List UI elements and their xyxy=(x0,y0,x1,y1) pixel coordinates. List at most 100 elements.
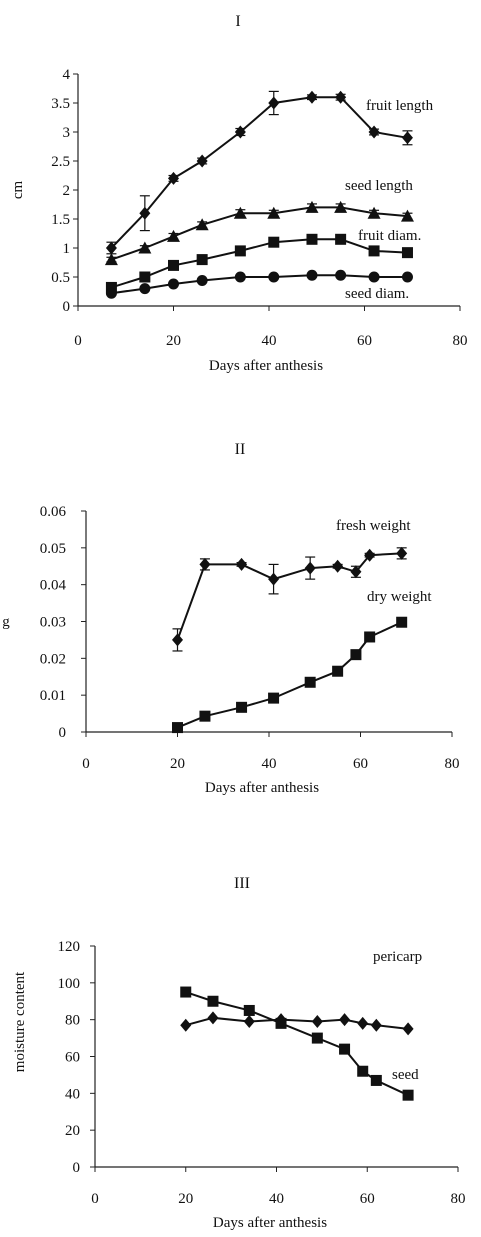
y-tick-label: 60 xyxy=(65,1050,80,1066)
data-point-seed-length xyxy=(104,253,118,266)
data-point-seed-diam xyxy=(368,271,380,283)
data-point-dry-weight xyxy=(364,631,376,643)
data-point-dry-weight xyxy=(199,710,211,722)
y-axis-label: moisture content xyxy=(12,971,28,1072)
x-tick-label: 20 xyxy=(166,333,181,349)
data-point-seed-length xyxy=(267,206,281,219)
panel-ii: II g Days after anthesis fresh weight dr… xyxy=(2,441,459,796)
y-tick-label: 20 xyxy=(65,1123,80,1139)
series-label-seed-length: seed length xyxy=(345,178,413,194)
data-point-fruit-diam xyxy=(139,271,151,283)
x-tick-label: 80 xyxy=(445,756,460,772)
data-point-fresh-weight xyxy=(199,557,211,571)
data-point-dry-weight xyxy=(268,692,280,704)
data-point-pericarp xyxy=(402,1022,414,1036)
data-point-seed-diam xyxy=(105,287,117,299)
data-point-fresh-weight xyxy=(268,572,280,586)
data-point-seed-length xyxy=(305,200,319,213)
data-point-fruit-diam xyxy=(105,281,117,293)
y-tick-label: 0 xyxy=(73,1160,81,1176)
x-tick-label: 60 xyxy=(360,1191,375,1207)
x-tick-label: 80 xyxy=(453,333,468,349)
data-point-pericarp xyxy=(180,1018,192,1032)
y-tick-label: 3.5 xyxy=(51,96,70,112)
data-point-pericarp xyxy=(311,1015,323,1029)
y-tick-label: 1 xyxy=(63,241,71,257)
x-tick-label: 80 xyxy=(451,1191,466,1207)
y-axis-label: cm xyxy=(10,181,26,200)
data-point-seed-diam xyxy=(196,274,208,286)
data-point-seed-diam xyxy=(401,271,413,283)
data-point-fruit-length xyxy=(268,96,280,110)
y-tick-label: 0.01 xyxy=(40,688,66,704)
series-label-fruit-length: fruit length xyxy=(366,98,434,114)
chart-title: I xyxy=(235,13,240,30)
data-point-fresh-weight xyxy=(396,546,408,560)
y-tick-label: 0.06 xyxy=(40,504,67,520)
data-point-pericarp xyxy=(357,1016,369,1030)
data-point-seed xyxy=(207,995,219,1007)
data-point-fresh-weight xyxy=(350,565,362,579)
data-point-fruit-length xyxy=(139,206,151,220)
data-point-seed-length xyxy=(138,241,152,254)
y-tick-label: 120 xyxy=(58,939,81,955)
x-tick-label: 60 xyxy=(353,756,368,772)
x-axis-label: Days after anthesis xyxy=(213,1215,327,1231)
data-point-fresh-weight xyxy=(332,559,344,573)
data-point-seed xyxy=(370,1074,382,1086)
x-axis-label: Days after anthesis xyxy=(205,780,319,796)
series-line-fruit-diam xyxy=(111,238,408,289)
data-point-fruit-diam xyxy=(168,259,179,271)
data-point-seed xyxy=(243,1004,255,1016)
data-point-seed-diam xyxy=(234,271,246,283)
series-line-seed-length xyxy=(111,206,408,261)
data-point-fruit-diam xyxy=(368,245,380,257)
data-point-dry-weight xyxy=(396,616,408,628)
data-point-seed-length xyxy=(334,200,348,213)
data-point-fruit-length xyxy=(105,241,117,255)
data-point-pericarp xyxy=(370,1018,382,1032)
y-tick-label: 80 xyxy=(65,1013,80,1029)
data-point-pericarp xyxy=(207,1011,219,1025)
y-tick-label: 100 xyxy=(58,976,81,992)
data-point-fruit-diam xyxy=(234,245,246,257)
series-label-seed-diam: seed diam. xyxy=(345,286,409,302)
data-point-seed-diam xyxy=(168,278,179,290)
data-point-fresh-weight xyxy=(304,561,316,575)
data-point-seed xyxy=(402,1089,414,1101)
x-tick-label: 40 xyxy=(262,756,277,772)
data-point-seed xyxy=(275,1017,287,1029)
data-point-fruit-length xyxy=(401,131,413,145)
y-tick-label: 3 xyxy=(63,125,71,141)
data-point-fruit-length xyxy=(168,171,179,185)
panel-i: I cm Days after anthesis fruit length se… xyxy=(10,13,468,374)
data-point-fresh-weight xyxy=(364,548,376,562)
data-point-dry-weight xyxy=(350,649,362,661)
x-axis-label: Days after anthesis xyxy=(209,358,323,374)
data-point-seed-diam xyxy=(335,269,347,281)
x-tick-label: 60 xyxy=(357,333,372,349)
data-point-dry-weight xyxy=(236,701,248,713)
series-label-pericarp: pericarp xyxy=(373,949,422,965)
data-point-fruit-diam xyxy=(268,236,280,248)
y-tick-label: 0.05 xyxy=(40,541,66,557)
series-line-seed-diam xyxy=(111,274,408,295)
x-tick-label: 20 xyxy=(178,1191,193,1207)
data-point-seed-length xyxy=(233,206,247,219)
data-point-seed-length xyxy=(195,218,209,231)
x-tick-label: 0 xyxy=(91,1191,99,1207)
series-label-fruit-diam: fruit diam. xyxy=(358,228,421,244)
data-point-seed-length xyxy=(167,229,180,242)
y-tick-label: 2 xyxy=(63,183,71,199)
data-point-pericarp xyxy=(339,1013,351,1027)
data-point-pericarp xyxy=(243,1015,255,1029)
data-point-dry-weight xyxy=(332,665,344,677)
y-tick-label: 0.04 xyxy=(40,578,67,594)
y-axis-label: g xyxy=(2,614,10,630)
data-point-fruit-length xyxy=(335,90,347,104)
x-tick-label: 40 xyxy=(262,333,277,349)
series-label-seed: seed xyxy=(392,1067,419,1083)
data-point-fruit-length xyxy=(196,154,208,168)
data-point-fruit-diam xyxy=(306,233,318,245)
x-tick-label: 40 xyxy=(269,1191,284,1207)
